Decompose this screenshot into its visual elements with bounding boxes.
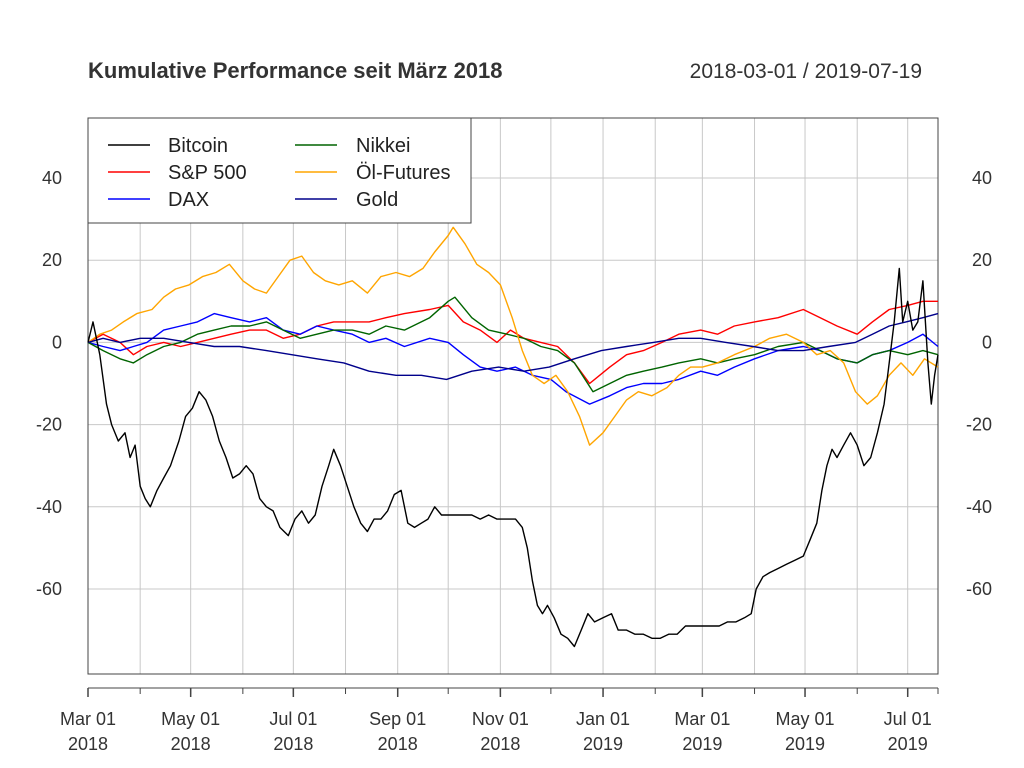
x-tick-label-month: May 01 <box>161 709 220 729</box>
y-tick-label-left: -20 <box>36 415 62 435</box>
legend-label: Bitcoin <box>168 135 228 157</box>
legend-label: S&P 500 <box>168 162 247 184</box>
y-tick-label-right: -60 <box>966 579 992 599</box>
legend-box <box>87 117 472 224</box>
y-tick-label-right: -20 <box>966 415 992 435</box>
y-axis-left: 40 20 0 -20 -40 -60 <box>36 168 62 599</box>
y-tick-label-left: 0 <box>52 332 62 352</box>
y-tick-label-right: 40 <box>972 168 992 188</box>
y-tick-label-right: 0 <box>982 332 992 352</box>
x-tick-label-year: 2019 <box>682 734 722 754</box>
series-line-gold <box>87 312 939 381</box>
legend: Bitcoin S&P 500 DAX Nikkei Öl-Futures Gold <box>87 117 472 224</box>
y-tick-label-left: -40 <box>36 497 62 517</box>
legend-label: DAX <box>168 189 209 211</box>
x-tick-label-month: Sep 01 <box>369 709 426 729</box>
x-tick-label-year: 2018 <box>480 734 520 754</box>
plot-frame <box>87 117 939 675</box>
x-tick-label-year: 2018 <box>378 734 418 754</box>
y-tick-label-right: 20 <box>972 250 992 270</box>
x-tick-label-month: Jul 01 <box>269 709 317 729</box>
x-tick-label-year: 2018 <box>171 734 211 754</box>
legend-label: Öl-Futures <box>356 162 450 184</box>
x-tick-label-month: Jan 01 <box>576 709 630 729</box>
x-tick-label-month: May 01 <box>776 709 835 729</box>
x-tick-label-year: 2019 <box>785 734 825 754</box>
y-tick-label-left: 40 <box>42 168 62 188</box>
y-tick-label-right: -40 <box>966 497 992 517</box>
series-line-l-futures <box>87 226 939 446</box>
x-tick-label-month: Mar 01 <box>60 709 116 729</box>
x-tick-label-year: 2019 <box>888 734 928 754</box>
series-line-nikkei <box>87 296 939 393</box>
y-axis-right: 40 20 0 -20 -40 -60 <box>966 168 992 599</box>
chart-subtitle: 2018-03-01 / 2019-07-19 <box>690 60 922 83</box>
series-line-bitcoin <box>87 267 939 648</box>
x-tick-label-month: Jul 01 <box>884 709 932 729</box>
y-tick-label-left: -60 <box>36 579 62 599</box>
x-tick-label-year: 2018 <box>68 734 108 754</box>
series-line-dax <box>87 312 939 405</box>
series-layer <box>87 226 939 648</box>
x-tick-label-month: Mar 01 <box>674 709 730 729</box>
x-tick-label-year: 2018 <box>273 734 313 754</box>
series-line-s-p-500 <box>87 300 938 385</box>
y-tick-label-left: 20 <box>42 250 62 270</box>
x-axis: Mar 01 2018 May 01 2018 Jul 01 2018 Sep 01 2018… <box>60 687 939 754</box>
legend-label: Nikkei <box>356 135 410 157</box>
x-tick-label-year: 2019 <box>583 734 623 754</box>
x-tick-label-month: Nov 01 <box>472 709 529 729</box>
chart-title: Kumulative Performance seit März 2018 <box>88 58 503 83</box>
legend-label: Gold <box>356 189 398 211</box>
